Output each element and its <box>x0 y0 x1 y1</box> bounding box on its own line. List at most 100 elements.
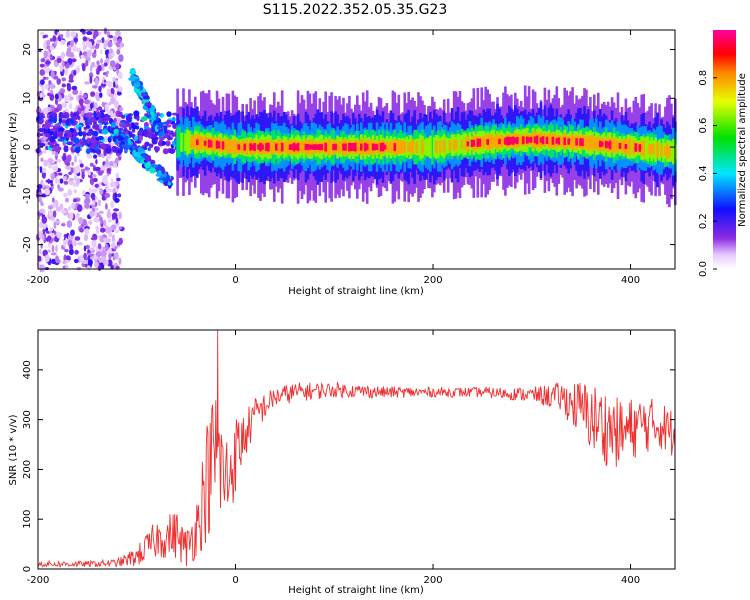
noise-cell <box>49 46 55 51</box>
noise-cell <box>93 154 98 159</box>
noise-cell <box>70 229 75 236</box>
band-cell <box>162 148 169 155</box>
noise-cell <box>94 212 98 217</box>
ridge-cell <box>589 137 592 149</box>
noise-cell <box>100 49 103 54</box>
noise-cell <box>74 155 77 163</box>
ridge-cell <box>385 141 389 153</box>
noise-cell <box>93 49 97 54</box>
ridge-cell <box>519 135 523 145</box>
noise-cell <box>78 159 83 163</box>
noise-cell <box>79 255 84 259</box>
noise-cell <box>84 197 91 205</box>
noise-cell <box>39 208 45 214</box>
band-cell <box>66 141 73 146</box>
noise-cell <box>58 172 63 176</box>
ridge-cell <box>190 136 193 149</box>
ridge-cell <box>373 143 377 151</box>
noise-cell <box>76 47 81 53</box>
noise-cell <box>49 180 53 184</box>
noise-cell <box>89 210 95 218</box>
ridge-cell <box>525 136 529 144</box>
ridge-cell <box>450 134 454 156</box>
band-cell <box>65 119 70 126</box>
noise-cell <box>64 95 71 103</box>
ridge-cell <box>429 135 432 159</box>
branch-cell <box>165 174 170 181</box>
noise-cell <box>105 238 112 243</box>
ridge-cell <box>638 144 642 152</box>
ridge-cell <box>332 143 335 151</box>
noise-cell <box>65 49 72 58</box>
noise-cell <box>44 188 51 196</box>
ridge-cell <box>529 136 533 143</box>
ridge-cell <box>213 137 217 151</box>
ridge-cell <box>363 142 367 152</box>
noise-cell <box>105 259 109 266</box>
ridge-cell <box>205 137 209 150</box>
x-tick-label: 200 <box>423 275 442 286</box>
noise-cell <box>80 54 85 59</box>
noise-cell <box>41 216 48 224</box>
ridge-cell <box>644 137 647 160</box>
x-tick-label: 0 <box>232 275 238 286</box>
ridge-cell <box>620 140 624 152</box>
ridge-cell <box>417 138 420 156</box>
noise-cell <box>55 255 60 264</box>
noise-cell <box>54 161 57 165</box>
band-cell <box>107 136 112 143</box>
ridge-cell <box>636 142 640 153</box>
noise-cell <box>60 53 65 60</box>
ridge-cell <box>409 142 412 153</box>
ridge-cell <box>628 138 632 156</box>
noise-cell <box>47 249 51 253</box>
noise-cell <box>94 77 99 86</box>
noise-cell <box>64 248 69 253</box>
ridge-cell <box>521 136 525 145</box>
noise-cell <box>113 93 117 99</box>
noise-cell <box>40 202 44 207</box>
ridge-cell <box>241 140 244 155</box>
noise-cell <box>78 217 84 225</box>
ridge-cell <box>585 135 588 150</box>
ridge-cell <box>458 135 462 154</box>
noise-cell <box>101 101 105 107</box>
band-cell <box>147 131 152 139</box>
noise-cell <box>56 57 62 64</box>
band-cell <box>65 137 69 142</box>
noise-cell <box>87 249 91 254</box>
ridge-cell <box>318 144 322 151</box>
noise-cell <box>87 259 93 266</box>
band-cell <box>39 133 44 137</box>
ridge-cell <box>290 144 294 150</box>
noise-cell <box>108 101 112 106</box>
noise-cell <box>92 85 98 89</box>
noise-cell <box>68 103 73 110</box>
noise-cell <box>103 79 107 83</box>
band-cell <box>98 135 104 141</box>
ridge-cell <box>618 142 622 149</box>
noise-cell <box>40 58 46 63</box>
noise-cell <box>93 102 98 108</box>
noise-cell <box>59 88 66 94</box>
ridge-cell <box>320 144 324 150</box>
band-cell <box>94 112 102 118</box>
ridge-cell <box>547 132 551 149</box>
ridge-cell <box>462 132 466 156</box>
ridge-cell <box>346 141 349 153</box>
noise-cell <box>73 198 78 203</box>
noise-cell <box>67 212 71 219</box>
noise-cell <box>39 63 45 68</box>
ridge-cell <box>271 139 274 155</box>
ridge-cell <box>203 140 207 146</box>
noise-cell <box>66 154 72 163</box>
noise-cell <box>90 256 94 260</box>
ridge-cell <box>201 137 205 148</box>
noise-cell <box>51 258 56 265</box>
noise-cell <box>51 173 55 181</box>
noise-cell <box>57 178 60 185</box>
noise-cell <box>70 167 74 174</box>
band-cell <box>166 111 172 117</box>
ridge-cell <box>367 139 371 155</box>
snr-line <box>37 329 676 569</box>
